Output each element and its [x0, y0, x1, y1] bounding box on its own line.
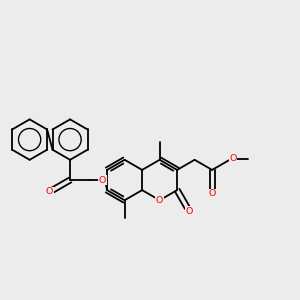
Text: O: O: [99, 176, 106, 184]
Text: O: O: [185, 207, 192, 216]
Text: O: O: [230, 154, 237, 163]
Text: O: O: [156, 196, 163, 205]
Text: O: O: [208, 189, 216, 198]
Text: O: O: [46, 187, 53, 196]
